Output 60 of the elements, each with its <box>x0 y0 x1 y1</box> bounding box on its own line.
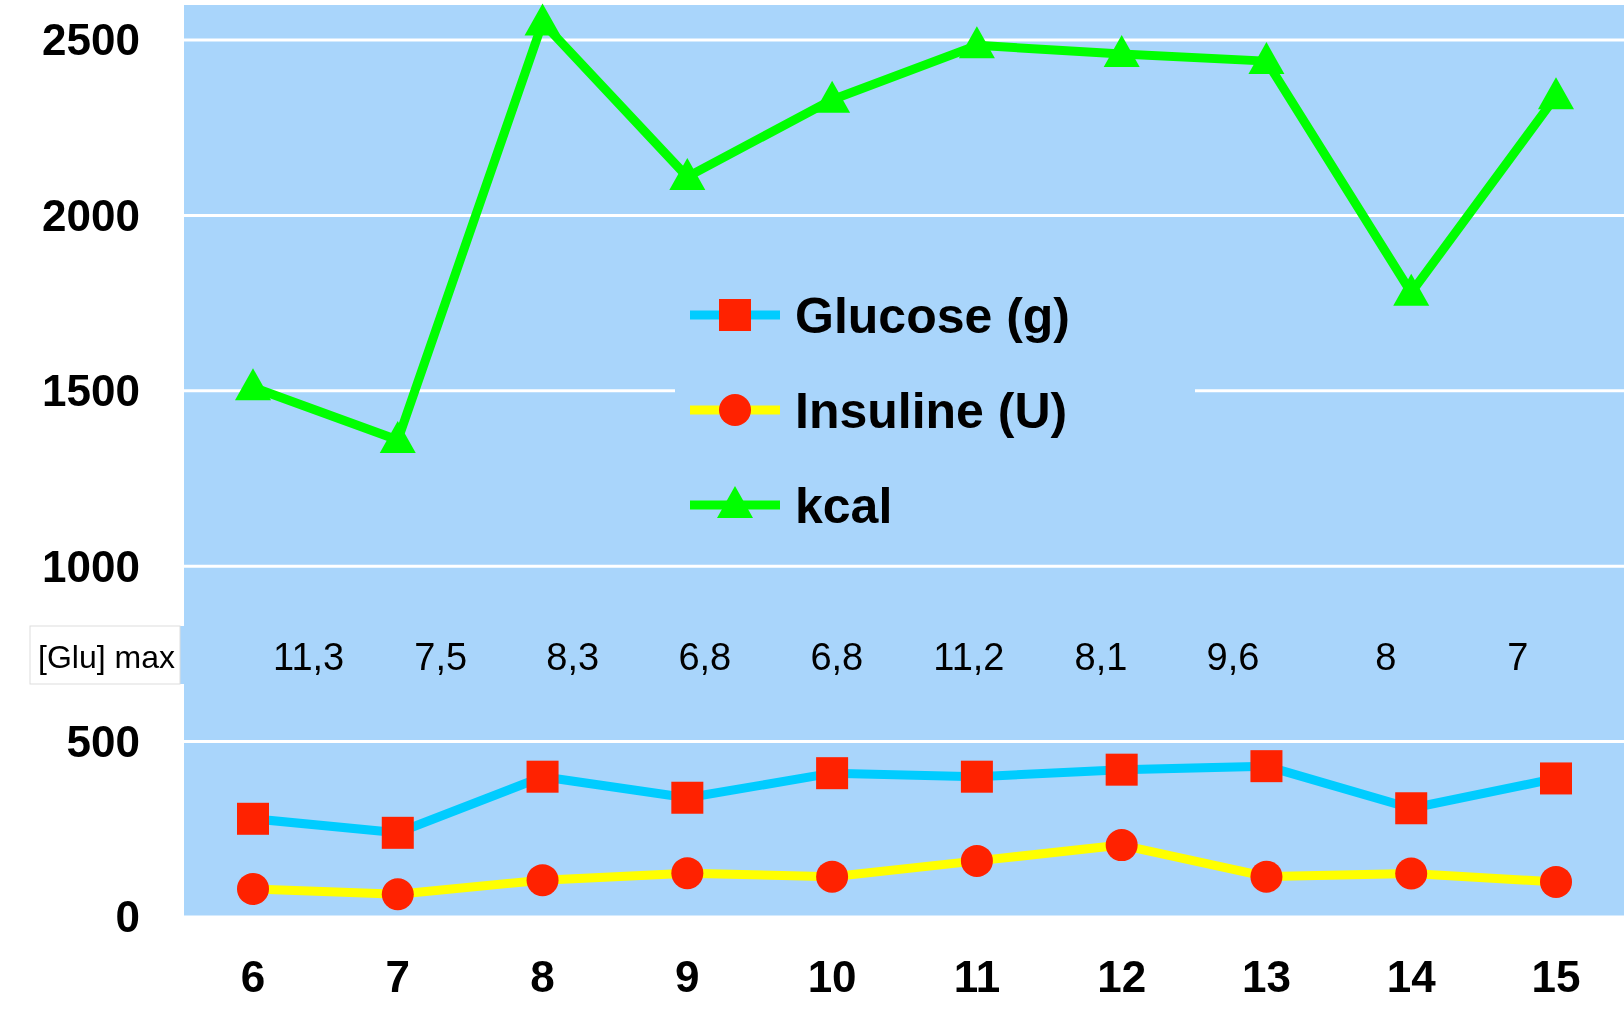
point <box>1538 77 1574 110</box>
point <box>958 26 995 59</box>
annotation: 8,1 <box>1074 636 1128 678</box>
y-tick-label: 2500 <box>42 15 140 65</box>
annotation: 6,8 <box>810 636 864 678</box>
x-tick-label: 15 <box>1531 952 1581 1001</box>
annotation: 8 <box>1375 636 1397 678</box>
legend-label: Glucose (g) <box>795 287 1071 344</box>
point <box>1103 35 1140 68</box>
point <box>1540 762 1572 795</box>
y-tick-label: 0 <box>115 892 140 942</box>
y-tick-label: 2000 <box>42 190 140 240</box>
point <box>235 368 271 401</box>
point <box>1105 753 1138 786</box>
x-tick-label: 10 <box>807 952 857 1001</box>
x-tick-label: 14 <box>1386 952 1437 1001</box>
text: [Glu] max <box>38 639 175 675</box>
point <box>526 864 559 897</box>
point <box>671 781 704 814</box>
annotation: 11,3 <box>273 636 345 678</box>
point <box>1250 750 1283 783</box>
point <box>237 802 269 835</box>
x-tick-label: 7 <box>385 952 411 1001</box>
point <box>237 872 269 905</box>
point <box>381 816 414 849</box>
x-tick-label: 8 <box>530 952 555 1001</box>
x-tick-label: 9 <box>675 952 700 1001</box>
point <box>526 760 559 793</box>
legend-label: Insuline (U) <box>795 382 1068 439</box>
x-tick-label: 6 <box>240 952 266 1001</box>
point <box>1105 829 1138 862</box>
point <box>816 757 849 790</box>
point <box>1250 860 1283 893</box>
x-tick-label: 12 <box>1097 952 1147 1001</box>
point <box>669 157 706 190</box>
annotation: 7 <box>1507 636 1529 678</box>
point <box>1395 857 1428 890</box>
point <box>814 80 851 113</box>
annotation: 8,3 <box>546 636 600 678</box>
point <box>379 420 416 453</box>
point <box>671 857 704 890</box>
point <box>960 844 993 877</box>
legend-label: kcal <box>795 477 893 534</box>
point <box>1540 865 1572 898</box>
annotation: 6,8 <box>678 636 732 678</box>
point <box>816 860 849 893</box>
annotation: 7,5 <box>414 636 468 678</box>
point <box>1248 42 1285 75</box>
point <box>1393 273 1430 306</box>
point <box>1395 792 1428 825</box>
point <box>960 760 993 793</box>
point <box>381 878 414 911</box>
annotation: 9,6 <box>1206 636 1260 678</box>
y-tick-label: 500 <box>66 717 140 767</box>
annotation: 11,2 <box>933 636 1005 678</box>
y-tick-label: 1500 <box>42 366 140 416</box>
point <box>524 3 561 36</box>
x-tick-label: 11 <box>953 952 1001 1001</box>
x-tick-label: 13 <box>1241 952 1291 1001</box>
y-tick-label: 1000 <box>42 541 140 591</box>
